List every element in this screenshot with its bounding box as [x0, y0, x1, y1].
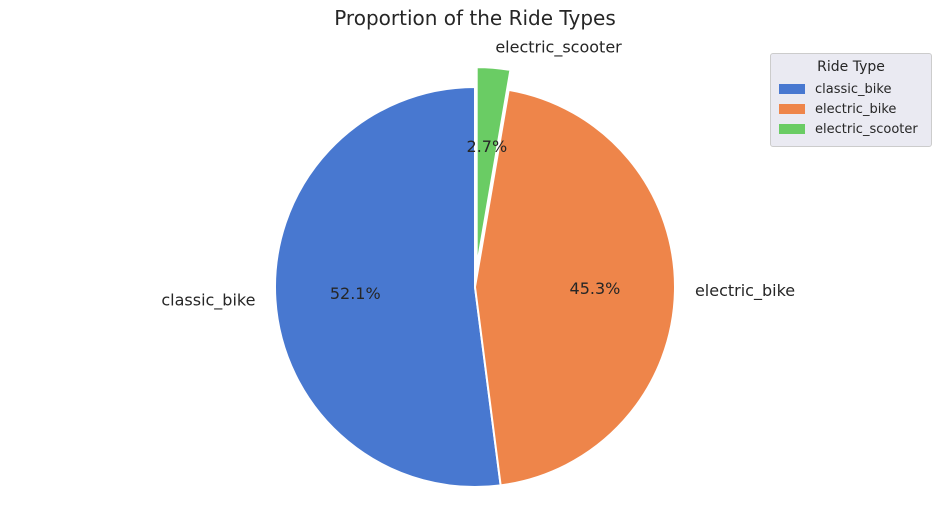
legend-swatch-electric-scooter	[779, 124, 805, 134]
pie-slice-electric-bike	[474, 88, 676, 487]
chart-title: Proportion of the Ride Types	[334, 6, 616, 30]
slice-label-electric-scooter: electric_scooter	[495, 37, 622, 57]
pie-slice-electric-scooter	[475, 66, 512, 269]
legend-entry-classic-bike: classic_bike	[779, 79, 923, 99]
legend-title: Ride Type	[817, 59, 885, 75]
pct-label-electric-bike: 45.3%	[570, 279, 621, 298]
legend-swatch-classic-bike	[779, 84, 805, 94]
slice-label-electric-bike: electric_bike	[695, 281, 795, 301]
legend-label-electric-bike: electric_bike	[815, 101, 897, 117]
pct-label-electric-scooter: 2.7%	[467, 137, 508, 156]
pct-label-classic-bike: 52.1%	[330, 284, 381, 303]
pie-slices	[274, 66, 676, 488]
legend-label-classic-bike: classic_bike	[815, 81, 892, 97]
legend-entry-electric-scooter: electric_scooter	[779, 119, 923, 139]
legend-swatch-electric-bike	[779, 104, 805, 114]
slice-label-classic-bike: classic_bike	[161, 291, 255, 311]
pie-labels: classic_bike 52.1% electric_bike 45.3% elect…	[161, 37, 795, 310]
pie-slice-classic-bike	[274, 86, 502, 488]
legend-label-electric-scooter: electric_scooter	[815, 121, 918, 137]
legend: Ride Type classic_bike electric_bike ele…	[770, 53, 932, 147]
legend-entry-electric-bike: electric_bike	[779, 99, 923, 119]
